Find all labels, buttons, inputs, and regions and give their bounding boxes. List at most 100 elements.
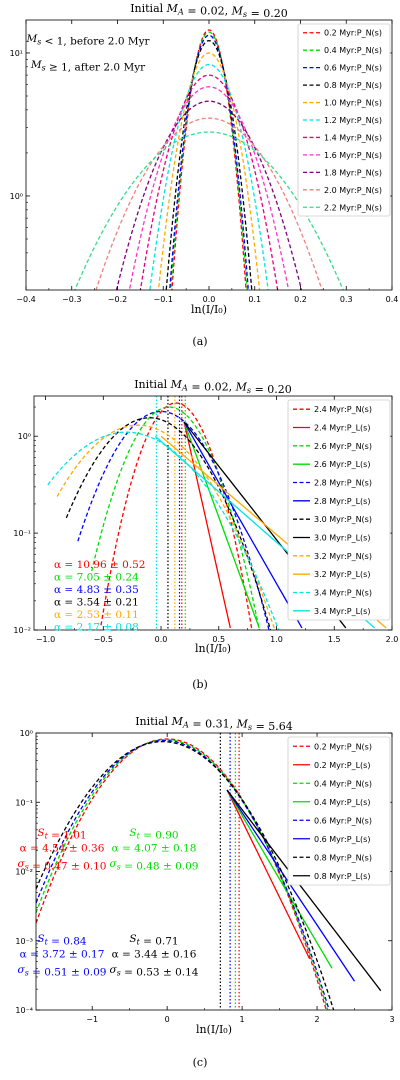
x-tick-label: 1.0 xyxy=(270,635,283,644)
legend-label: 1.6 Myr:P_N(s) xyxy=(324,151,382,160)
series-line-1 xyxy=(183,421,231,629)
x-tick-label: 0.1 xyxy=(248,295,261,304)
annotation-text: Ms ≥ 1, after 2.0 Myr xyxy=(30,59,146,74)
stat-label: σs = 0.53 ± 0.14 xyxy=(110,964,199,979)
series-line-6 xyxy=(139,74,279,290)
alpha-label: α = 3.54 ± 0.21 xyxy=(54,597,139,609)
series-line-4 xyxy=(36,739,330,1010)
legend-label: 0.2 Myr:P_N(s) xyxy=(314,742,372,751)
x-tick-label: −0.3 xyxy=(62,295,81,304)
legend-label: 2.8 Myr:P_N(s) xyxy=(314,479,372,488)
plot-area xyxy=(47,396,387,630)
x-tick-label: −0.2 xyxy=(108,295,127,304)
x-tick-label: 3 xyxy=(389,1015,394,1024)
x-tick-label: −0.1 xyxy=(154,295,173,304)
alpha-label: α = 7.05 ± 0.24 xyxy=(54,572,139,584)
legend-label: 2.2 Myr:P_N(s) xyxy=(324,203,382,212)
series-line-6 xyxy=(36,740,335,1010)
y-tick-label: 10⁰ xyxy=(18,432,31,441)
x-tick-label: 0.4 xyxy=(386,295,399,304)
y-tick-label: 10⁻¹ xyxy=(15,798,33,807)
annotation-text: Ms < 1, before 2.0 Myr xyxy=(25,33,150,48)
series-line-9 xyxy=(95,117,323,290)
stat-label: α = 3.44 ± 0.16 xyxy=(112,949,197,961)
series-line-7 xyxy=(226,789,382,992)
stat-label: St = 0.90 xyxy=(129,827,178,842)
x-tick-label: 1 xyxy=(240,1015,245,1024)
x-tick-label: 2 xyxy=(315,1015,320,1024)
stat-label: St = 0.84 xyxy=(37,933,87,948)
legend-label: 3.4 Myr:P_N(s) xyxy=(314,589,372,598)
panel-a: Initial MA = 0.02, Ms = 0.20 −0.4 −0.3 −0.2… xyxy=(10,2,399,348)
series-line-3 xyxy=(183,421,260,629)
x-tick-label: 0.0 xyxy=(155,635,168,644)
legend-label: 1.2 Myr:P_N(s) xyxy=(324,116,382,125)
series-line-10 xyxy=(74,131,344,290)
alpha-label: α = 10.96 ± 0.52 xyxy=(54,559,145,571)
legend-label: 0.2 Myr:P_N(s) xyxy=(324,29,382,38)
legend-label: 0.8 Myr:P_L(s) xyxy=(314,872,370,881)
x-tick-label: 0.2 xyxy=(294,295,307,304)
legend-label: 2.4 Myr:P_L(s) xyxy=(314,424,370,433)
legend-label: 2.6 Myr:P_N(s) xyxy=(314,442,372,451)
series-line-0 xyxy=(171,29,247,290)
legend-label: 1.4 Myr:P_N(s) xyxy=(324,133,382,142)
plot-frame xyxy=(33,395,393,631)
x-axis-label: ln(I/I₀) xyxy=(195,642,231,655)
series-line-5 xyxy=(183,421,303,629)
x-tick-label: −1 xyxy=(86,1015,98,1024)
chart-title: Initial MA = 0.31, Ms = 5.64 xyxy=(135,715,293,733)
legend-label: 0.4 Myr:P_N(s) xyxy=(314,779,372,788)
x-tick-label: 0.0 xyxy=(203,295,216,304)
stat-label: σs = 0.47 ± 0.10 xyxy=(18,858,107,873)
legend-label: 0.8 Myr:P_N(s) xyxy=(314,853,372,862)
series-line-4 xyxy=(77,410,270,630)
series-line-3 xyxy=(165,39,253,290)
panel-caption: (a) xyxy=(192,335,207,348)
x-tick-label: 1.5 xyxy=(328,635,341,644)
legend-label: 0.2 Myr:P_L(s) xyxy=(314,761,370,770)
legend-label: 3.0 Myr:P_N(s) xyxy=(314,515,372,524)
legend-label: 0.8 Myr:P_N(s) xyxy=(324,81,382,90)
legend-box xyxy=(297,23,391,217)
alpha-label: α = 4.83 ± 0.35 xyxy=(54,584,139,596)
plot-area xyxy=(74,29,344,290)
legend-label: 0.6 Myr:P_L(s) xyxy=(314,835,370,844)
series-line-5 xyxy=(226,789,356,982)
y-tick-label: 10⁰ xyxy=(10,192,23,201)
series-line-2 xyxy=(36,739,329,1010)
legend-label: 0.6 Myr:P_N(s) xyxy=(314,816,372,825)
x-tick-label: −0.4 xyxy=(16,295,35,304)
series-line-4 xyxy=(157,52,261,290)
legend-box xyxy=(287,736,391,886)
legend-label: 1.8 Myr:P_N(s) xyxy=(324,168,382,177)
legend-label: 0.4 Myr:P_N(s) xyxy=(324,46,382,55)
alpha-label: α = 2.17 ± 0.08 xyxy=(54,622,139,634)
x-axis-label: ln(I/I₀) xyxy=(191,303,227,316)
stat-label: σs = 0.51 ± 0.09 xyxy=(18,964,107,979)
stat-label: St = 0.71 xyxy=(129,933,178,948)
series-line-5 xyxy=(149,63,269,290)
y-tick-label: 10⁰ xyxy=(20,729,33,738)
series-line-7 xyxy=(128,86,290,290)
series-line-8 xyxy=(56,424,276,630)
stat-label: St = 1.01 xyxy=(37,827,86,842)
x-tick-label: 0 xyxy=(165,1015,170,1024)
series-line-2 xyxy=(169,34,249,290)
legend-label: 2.0 Myr:P_N(s) xyxy=(324,186,382,195)
alpha-label: α = 2.53 ± 0.11 xyxy=(54,609,139,621)
series-line-1 xyxy=(226,789,311,960)
legend-label: 3.2 Myr:P_N(s) xyxy=(314,552,372,561)
panel-c: Initial MA = 0.31, Ms = 5.64 −1 0 1 2 3 10⁻⁴ 10… xyxy=(15,715,394,1069)
x-tick-label: −0.5 xyxy=(94,635,113,644)
x-tick-label: −1.0 xyxy=(36,635,55,644)
chart-title: Initial MA = 0.02, Ms = 0.20 xyxy=(130,2,288,20)
legend-label: 0.6 Myr:P_N(s) xyxy=(324,64,382,73)
y-tick-label: 10⁻² xyxy=(15,868,33,877)
y-tick-label: 10¹ xyxy=(10,49,23,58)
legend-label: 2.6 Myr:P_L(s) xyxy=(314,460,370,469)
y-tick-label: 10⁻³ xyxy=(15,937,33,946)
y-tick-label: 10⁻² xyxy=(13,626,31,635)
legend-label: 2.8 Myr:P_L(s) xyxy=(314,497,370,506)
